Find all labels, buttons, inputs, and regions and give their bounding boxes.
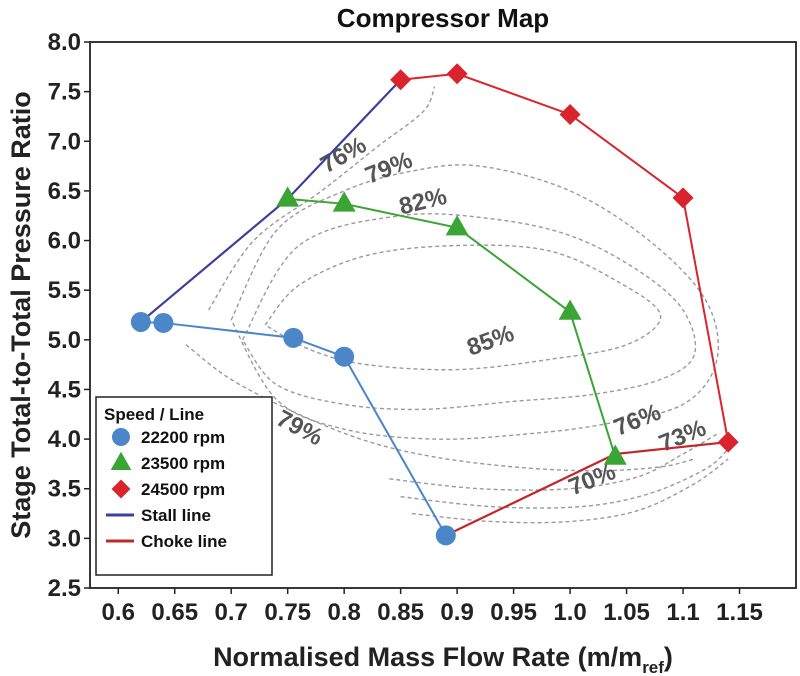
y-tick-label-1: 3.0: [48, 525, 81, 552]
legend-label-2: 24500 rpm: [141, 480, 225, 499]
y-tick-label-0: 2.5: [48, 575, 81, 602]
efficiency-contour-3: [208, 86, 436, 311]
efficiency-contour-4: [185, 344, 695, 472]
x-tick-label-2: 0.7: [215, 599, 248, 626]
data-point-0-0: [130, 311, 151, 332]
legend-title: Speed / Line: [104, 405, 204, 424]
x-tick-label-11: 1.15: [716, 599, 763, 626]
x-axis-ticks: 0.6 0.65 0.7 0.75 0.8 0.85 0.9 0.95 1.0 1.05 1.1 1.…: [102, 588, 763, 626]
y-tick-label-8: 6.5: [48, 178, 81, 205]
legend-marker-1: [110, 451, 132, 470]
x-tick-label-1: 0.65: [151, 599, 198, 626]
data-point-2-1: [446, 63, 468, 85]
y-tick-label-5: 5.0: [48, 327, 81, 354]
legend-line-label-0: Stall line: [141, 506, 211, 525]
efficiency-contour-6: [400, 448, 729, 509]
y-tick-label-3: 4.0: [48, 426, 81, 453]
data-point-1-2: [445, 215, 469, 236]
data-point-2-0: [390, 69, 412, 91]
y-tick-label-11: 8.0: [48, 29, 81, 56]
x-axis-label: Normalised Mass Flow Rate (m/mref): [213, 642, 673, 676]
x-tick-label-8: 1.0: [553, 599, 586, 626]
efficiency-contour-2: [230, 164, 720, 440]
legend-line-label-1: Choke line: [141, 532, 227, 551]
data-point-2-3: [672, 187, 694, 209]
data-point-2-2: [559, 103, 581, 125]
legend-items: 22200 rpm 23500 rpm 24500 rpm Stall line Cho…: [106, 428, 227, 551]
y-tick-label-2: 3.5: [48, 476, 81, 503]
data-point-1-1: [332, 191, 356, 212]
data-point-0-4: [435, 525, 456, 546]
legend: Speed / Line 22200 rpm 23500 rpm 24500 rpm…: [95, 396, 273, 576]
y-tick-label-10: 7.5: [48, 79, 81, 106]
x-axis-label-main: Normalised Mass Flow Rate (m/m: [213, 642, 642, 672]
x-tick-label-7: 0.95: [490, 599, 537, 626]
y-tick-label-9: 7.0: [48, 128, 81, 155]
legend-label-0: 22200 rpm: [141, 428, 225, 447]
y-tick-label-4: 4.5: [48, 376, 81, 403]
y-axis-ticks: 2.5 3.0 3.5 4.0 4.5 5.0 5.5 6.0 6.5 7.0 7.5 8.0: [48, 29, 90, 602]
data-point-0-3: [334, 346, 355, 367]
y-tick-label-6: 5.5: [48, 277, 81, 304]
efficiency-contour-0: [264, 244, 662, 371]
legend-marker-0: [112, 428, 130, 446]
y-tick-label-7: 6.0: [48, 228, 81, 255]
data-point-2-4: [717, 431, 739, 453]
x-axis-label-subscript: ref: [642, 658, 664, 676]
x-tick-label-10: 1.1: [666, 599, 699, 626]
data-point-1-0: [276, 186, 300, 207]
x-tick-label-5: 0.85: [377, 599, 424, 626]
data-point-0-2: [283, 327, 304, 348]
chart-title: Compressor Map: [337, 3, 549, 33]
x-tick-label-3: 0.75: [264, 599, 311, 626]
data-point-1-4: [603, 444, 627, 465]
data-point-1-3: [558, 299, 582, 320]
x-tick-label-9: 1.05: [603, 599, 650, 626]
x-tick-label-4: 0.8: [327, 599, 360, 626]
data-point-0-1: [153, 312, 174, 333]
data-markers: [130, 63, 739, 546]
legend-label-1: 23500 rpm: [141, 454, 225, 473]
legend-marker-2: [111, 479, 131, 499]
y-axis-label: Stage Total-to-Total Pressure Ratio: [6, 91, 36, 539]
x-tick-label-0: 0.6: [102, 599, 135, 626]
x-axis-label-end: ): [664, 642, 673, 672]
x-tick-label-6: 0.9: [440, 599, 473, 626]
efficiency-contour-5: [389, 433, 718, 491]
